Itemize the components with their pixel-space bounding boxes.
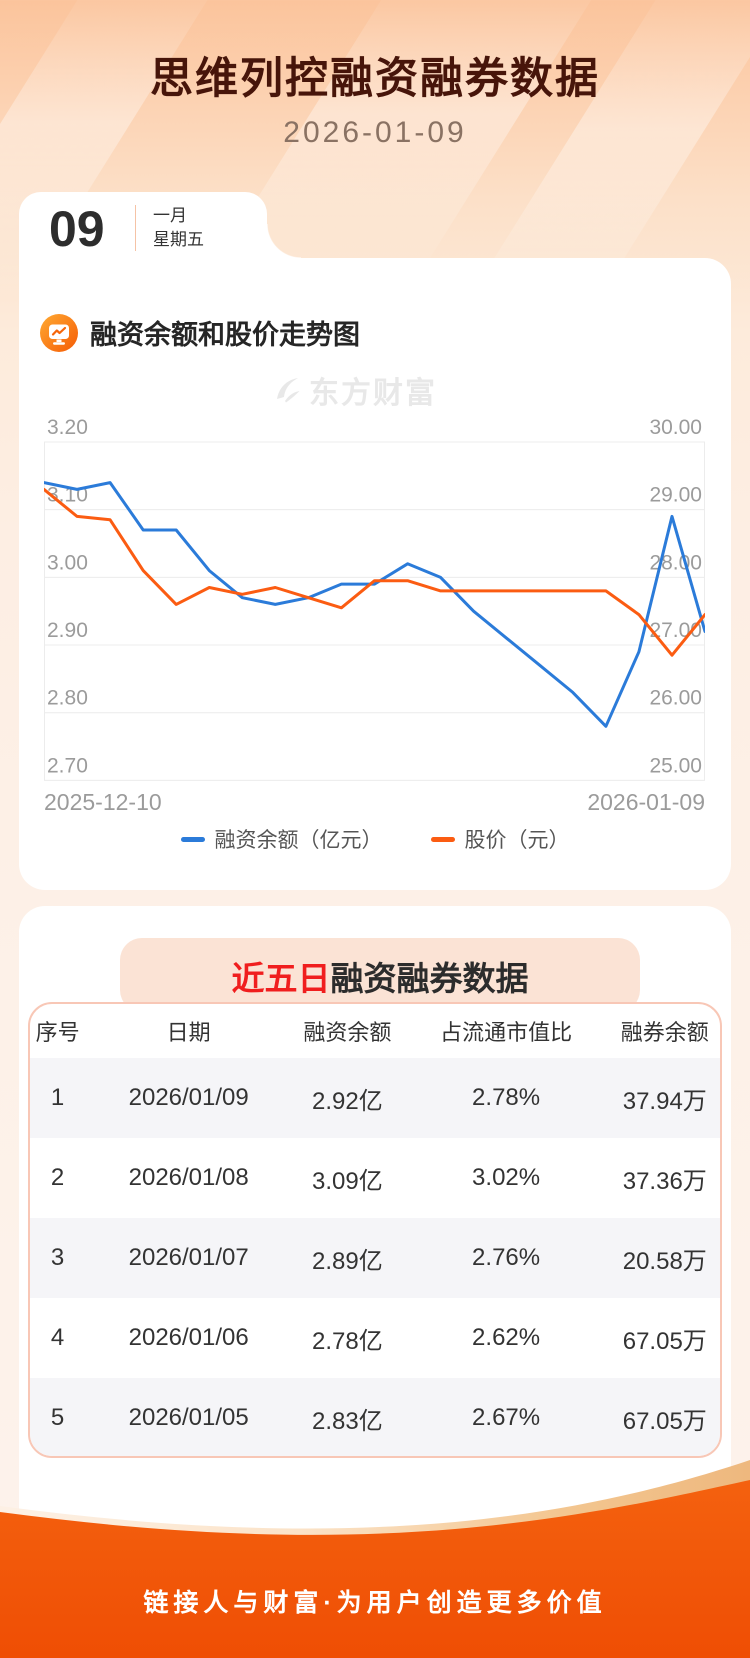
column-header: 占流通市值比	[440, 1020, 573, 1045]
eastmoney-logo-icon	[277, 378, 300, 403]
table-cell: 2026/01/07	[128, 1244, 249, 1271]
right-axis-tick: 25.00	[649, 754, 702, 777]
table-cell: 67.05万	[622, 1407, 707, 1435]
date-card: 09 一月 星期五	[19, 192, 301, 258]
date-card-weekday: 星期五	[153, 230, 204, 249]
column-header: 融资余额	[303, 1020, 392, 1045]
table-cell: 1	[50, 1084, 65, 1111]
table-cell: 2026/01/06	[128, 1324, 249, 1351]
table-cell: 2026/01/05	[128, 1404, 249, 1431]
table-cell: 2.92亿	[312, 1087, 383, 1115]
page-date: 2026-01-09	[283, 116, 467, 149]
table-cell: 37.36万	[622, 1167, 707, 1195]
table-cell: 2.83亿	[312, 1407, 383, 1435]
date-card-day: 09	[49, 201, 105, 257]
chart-section-title: 融资余额和股价走势图	[40, 313, 360, 352]
table-panel: 近五日融资融券数据 序号 日期 融资余额 占流通市值比 融券余额 1 2026/01/09…	[19, 906, 731, 1556]
table-row: 2 2026/01/08 3.09亿 3.02% 37.36万	[30, 1138, 720, 1218]
x-axis-end-label: 2026-01-09	[587, 789, 705, 815]
table-cell: 37.94万	[622, 1087, 707, 1115]
table-title-highlight: 近五日	[231, 960, 331, 997]
left-axis-tick: 2.70	[47, 754, 88, 777]
table-section-title-box: 近五日融资融券数据	[120, 938, 640, 1012]
data-table-card: 序号 日期 融资余额 占流通市值比 融券余额 1 2026/01/09 2.92亿 2.78%…	[28, 1002, 722, 1458]
table-title-rest: 融资融券数据	[330, 960, 529, 997]
footer-slogan: 链接人与财富·为用户创造更多价值	[143, 1589, 607, 1617]
table-cell: 2	[50, 1164, 65, 1191]
watermark-text: 东方财富	[309, 377, 437, 410]
left-axis-tick: 3.00	[47, 551, 88, 574]
table-cell: 2026/01/08	[128, 1164, 249, 1191]
column-header: 日期	[166, 1020, 211, 1045]
table-cell: 4	[50, 1324, 65, 1351]
table-cell: 3	[50, 1244, 65, 1271]
legend-marker	[180, 836, 205, 842]
table-cell: 2.78亿	[312, 1327, 383, 1355]
legend-marker	[430, 836, 455, 842]
chart-line	[44, 481, 705, 728]
table-cell: 2.78%	[472, 1084, 541, 1111]
legend-label: 股价（元）	[464, 829, 570, 852]
table-cell: 20.58万	[622, 1247, 707, 1275]
table-cell: 2.76%	[472, 1244, 541, 1271]
line-chart: 3.203.103.002.902.802.7030.0029.0028.002…	[44, 416, 705, 781]
left-axis-tick: 3.20	[47, 416, 88, 439]
chart-line	[44, 487, 705, 657]
chart-legend: 融资余额（亿元） 股价（元）	[19, 824, 731, 854]
table-cell: 2.67%	[472, 1404, 541, 1431]
chart-monitor-icon	[40, 313, 78, 352]
legend-item: 股价（元）	[430, 824, 570, 854]
table-row: 4 2026/01/06 2.78亿 2.62% 67.05万	[30, 1298, 720, 1378]
table-header-row: 序号 日期 融资余额 占流通市值比 融券余额	[30, 1004, 720, 1058]
left-axis-tick: 2.90	[47, 619, 88, 642]
table-row: 3 2026/01/07 2.89亿 2.76% 20.58万	[30, 1218, 720, 1298]
chart-panel: 融资余额和股价走势图 东方财富 3.20 3.10 3.00 2.90 2.80 2.70…	[19, 258, 731, 890]
right-axis-tick: 30.00	[649, 416, 702, 439]
right-axis-tick: 29.00	[649, 484, 702, 507]
table-cell: 2026/01/09	[128, 1084, 249, 1111]
table-cell: 5	[50, 1404, 65, 1431]
table-cell: 67.05万	[622, 1327, 707, 1355]
x-axis-start-label: 2025-12-10	[44, 789, 162, 815]
table-cell: 3.02%	[472, 1164, 541, 1191]
legend-item: 融资余额（亿元）	[180, 824, 383, 854]
watermark: 东方财富	[271, 368, 437, 412]
footer-wave	[0, 1460, 750, 1658]
column-header: 序号	[35, 1020, 80, 1045]
table-row: 1 2026/01/09 2.92亿 2.78% 37.94万	[30, 1058, 720, 1138]
right-axis-tick: 26.00	[649, 687, 702, 710]
page-title: 思维列控融资融券数据	[150, 55, 600, 103]
table-cell: 2.89亿	[312, 1247, 383, 1275]
table-cell: 3.09亿	[312, 1167, 383, 1195]
table-cell: 2.62%	[472, 1324, 541, 1351]
chart-section-title-label: 融资余额和股价走势图	[90, 320, 360, 350]
table-row: 5 2026/01/05 2.83亿 2.67% 67.05万	[30, 1378, 720, 1456]
left-axis-tick: 2.80	[47, 687, 88, 710]
date-card-divider	[135, 205, 136, 251]
date-card-month: 一月	[153, 206, 187, 225]
legend-label: 融资余额（亿元）	[214, 829, 383, 852]
column-header: 融券余额	[620, 1020, 709, 1045]
